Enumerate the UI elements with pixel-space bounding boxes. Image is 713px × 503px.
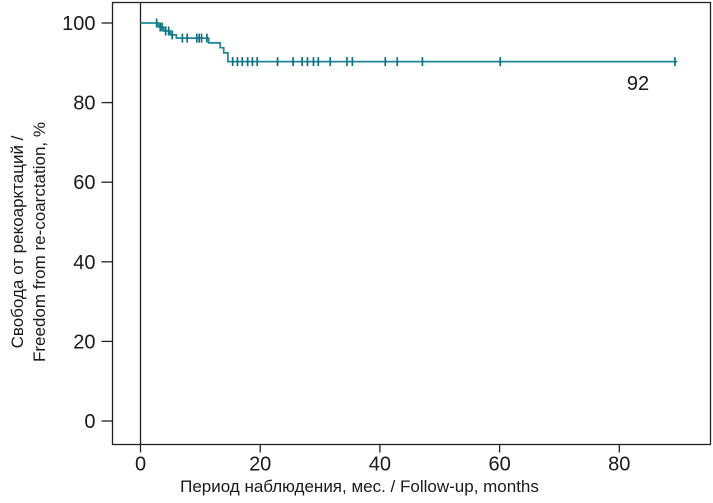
final-survival-annotation: 92 <box>626 73 650 95</box>
y-axis-tick-label: 100 <box>62 13 95 35</box>
km-curve <box>140 22 678 63</box>
y-axis-title-line2: Freedom from re-coarctation, % <box>30 122 49 362</box>
y-axis-tick-label: 40 <box>73 252 95 274</box>
x-axis-tick-label: 60 <box>488 454 510 476</box>
y-axis-tick-label: 80 <box>73 93 95 115</box>
plot-border <box>111 1 712 446</box>
x-axis-tick-label: 0 <box>135 454 146 476</box>
x-axis-tick-label: 20 <box>249 454 271 476</box>
y-axis-tick-label: 0 <box>84 411 95 433</box>
x-axis-tick-label: 40 <box>369 454 391 476</box>
y-axis-tick-label: 60 <box>73 172 95 194</box>
x-axis-title: Период наблюдения, мес. / Follow-up, mon… <box>180 477 539 496</box>
y-axis-tick-label: 20 <box>73 331 95 353</box>
y-axis-title-line1: Свобода от рекоарктаций / <box>8 135 27 349</box>
y-axis-title: Свобода от рекоарктаций / Freedom from r… <box>7 22 53 462</box>
x-axis-tick-label: 80 <box>608 454 630 476</box>
